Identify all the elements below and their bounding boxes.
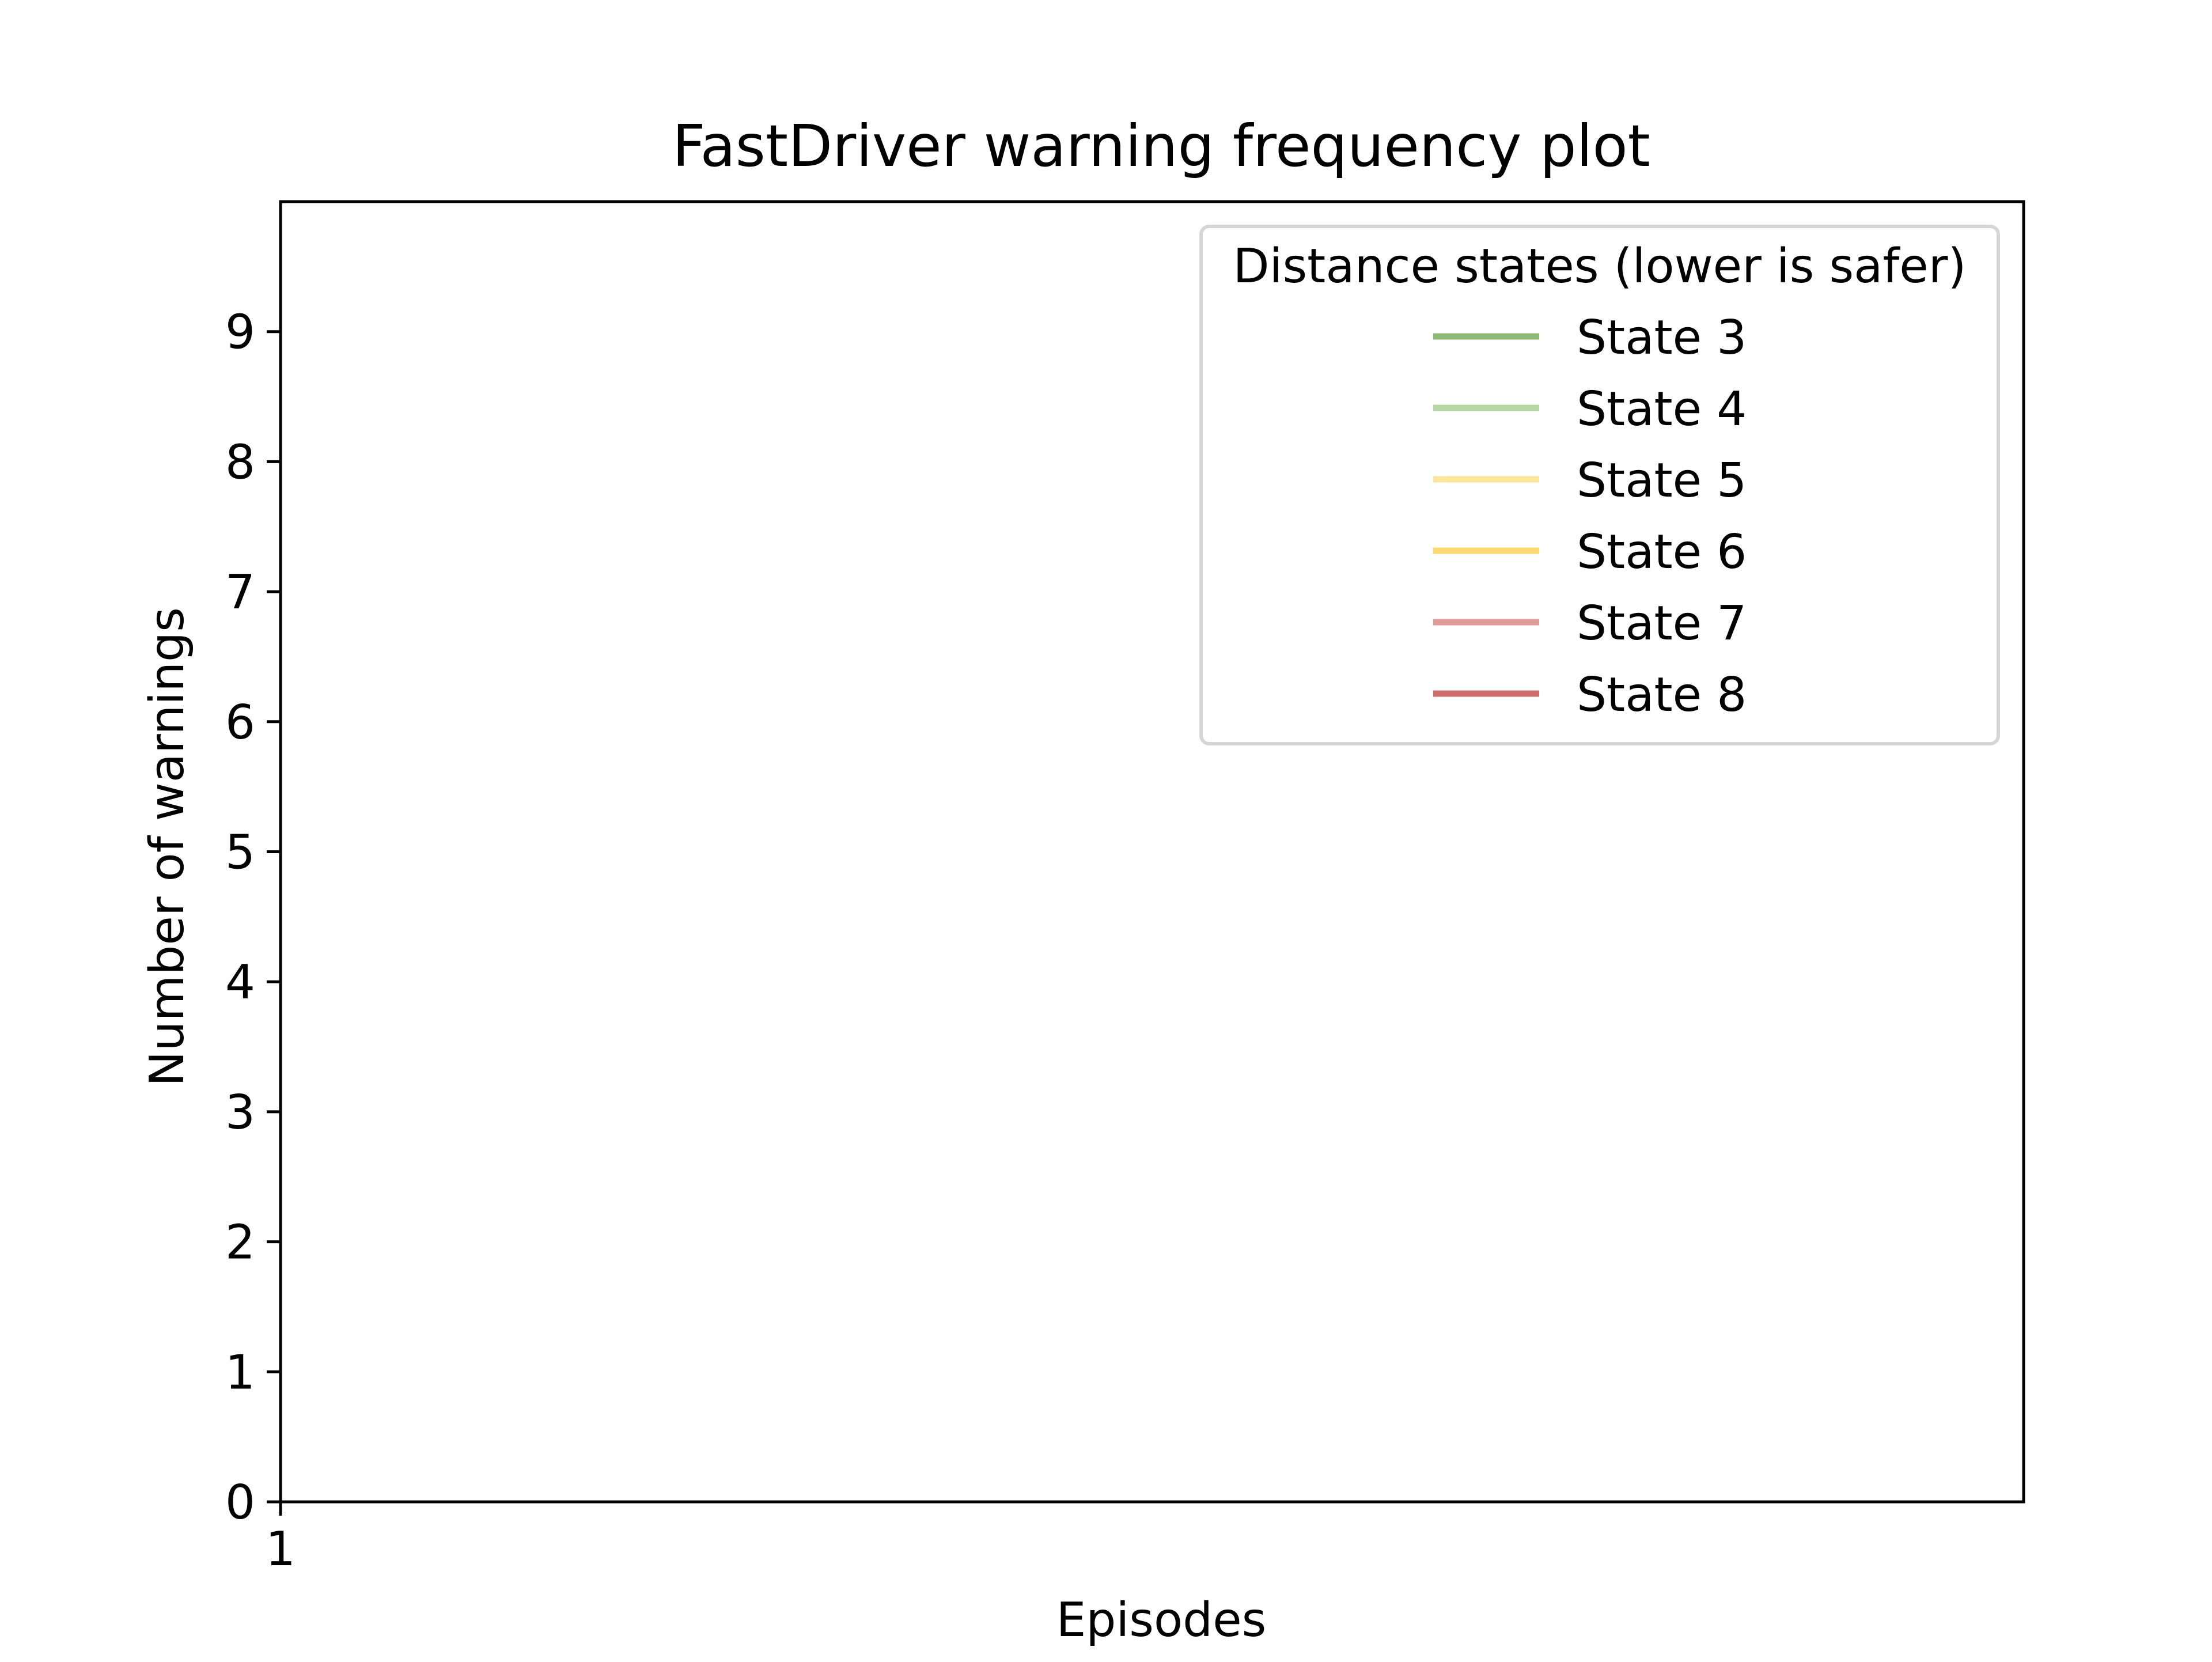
legend-entry: State 7 bbox=[1433, 596, 1747, 651]
y-tick-label: 8 bbox=[225, 435, 255, 490]
y-tick-label: 9 bbox=[225, 305, 255, 360]
y-tick-label: 3 bbox=[225, 1085, 255, 1140]
y-tick-label: 4 bbox=[225, 955, 255, 1010]
legend-label: State 8 bbox=[1577, 668, 1747, 722]
legend-label: State 7 bbox=[1577, 596, 1747, 651]
legend-entry: State 4 bbox=[1433, 382, 1747, 437]
y-axis-ticks: 0 1 2 3 4 5 6 7 8 9 bbox=[225, 305, 281, 1530]
legend-box bbox=[1199, 225, 2000, 745]
legend-title: Distance states (lower is safer) bbox=[1233, 239, 1967, 294]
y-tick-label: 5 bbox=[225, 826, 255, 880]
plot-area-frame bbox=[279, 200, 2025, 1504]
legend-label: State 6 bbox=[1577, 525, 1747, 580]
x-axis-label: Episodes bbox=[1056, 1593, 1267, 1648]
legend-label: State 3 bbox=[1577, 311, 1747, 365]
legend-entries: State 3 State 4 State 5 State 6 State 7 State… bbox=[1433, 311, 1747, 722]
y-tick-label: 2 bbox=[225, 1216, 255, 1270]
chart-title: FastDriver warning frequency plot bbox=[672, 112, 1650, 180]
x-tick-label: 1 bbox=[266, 1522, 296, 1577]
legend-label: State 5 bbox=[1577, 453, 1747, 508]
legend-label: State 4 bbox=[1577, 382, 1747, 437]
legend: Distance states (lower is safer) State 3… bbox=[1199, 225, 2000, 745]
legend-entry: State 3 bbox=[1433, 311, 1747, 365]
legend-entry: State 6 bbox=[1433, 525, 1747, 580]
y-axis-label: Number of warnings bbox=[140, 607, 195, 1086]
legend-entry: State 8 bbox=[1433, 668, 1747, 722]
y-tick-label: 1 bbox=[225, 1345, 255, 1400]
y-tick-label: 6 bbox=[225, 695, 255, 750]
y-tick-label: 0 bbox=[225, 1475, 255, 1530]
legend-entry: State 5 bbox=[1433, 453, 1747, 508]
y-tick-label: 7 bbox=[225, 565, 255, 620]
x-axis-ticks: 1 bbox=[266, 1502, 296, 1577]
